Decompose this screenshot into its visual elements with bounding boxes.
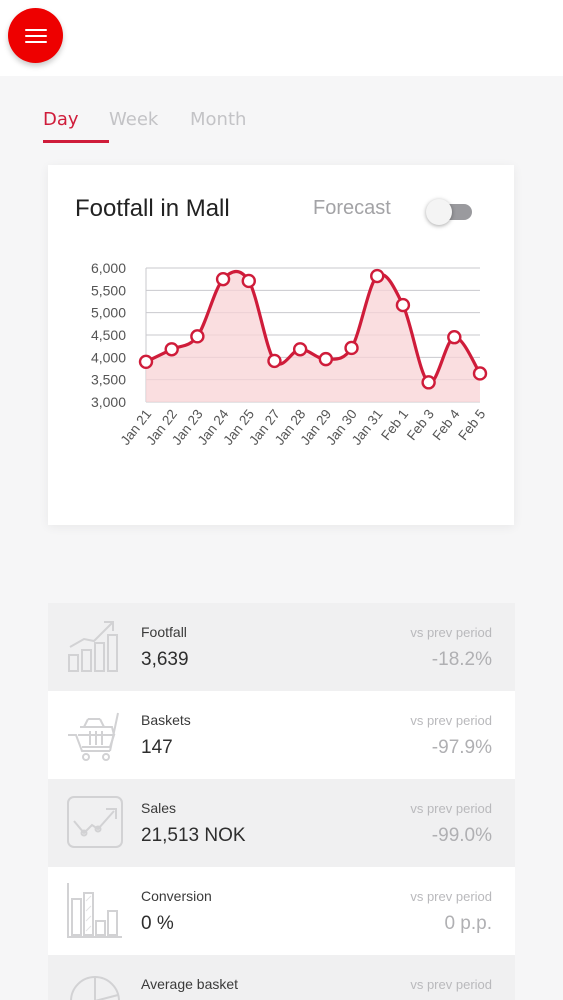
shopping-cart-icon [68,712,119,761]
metric-caption: vs prev period [410,801,492,816]
sales-trend-icon [67,796,123,848]
data-point [215,271,231,287]
metrics-list: Footfall 3,639 vs prev period -18.2% Bas… [48,603,515,1000]
metric-change: 0 p.p. [444,913,492,934]
metric-value: 3,639 [141,649,189,670]
metric-change: -18.2% [431,649,492,670]
data-point [318,351,334,367]
conversion-bars-icon [67,883,122,938]
metric-value: 21,513 NOK [141,825,246,846]
metric-caption: vs prev period [410,889,492,904]
metric-row-footfall[interactable]: Footfall 3,639 vs prev period -18.2% [48,603,515,691]
y-tick-label: 5,500 [91,282,126,298]
y-tick-label: 4,000 [91,349,126,365]
metric-caption: vs prev period [410,713,492,728]
data-point [344,340,359,356]
tab-day[interactable]: Day [43,106,109,144]
y-tick-label: 4,500 [91,327,126,343]
data-point [164,342,179,357]
metric-label: Conversion [141,888,212,904]
period-tabs: Day Week Month [43,106,270,146]
data-point [138,354,154,370]
metric-label: Baskets [141,712,191,728]
toggle-knob [426,199,452,225]
menu-button[interactable] [8,8,63,63]
x-tick-label: Feb 1 [378,407,411,443]
data-point [267,353,282,369]
metric-label: Average basket [141,976,239,992]
data-point [241,273,256,289]
x-tick-label: Feb 5 [455,407,488,443]
pie-chart-icon [70,976,120,1000]
hamburger-menu-icon [24,28,47,43]
y-tick-label: 3,500 [91,372,126,388]
metric-value: 0 % [141,913,174,934]
data-point [421,375,436,390]
top-bar [0,0,563,76]
x-tick-label: Feb 4 [430,406,463,443]
metric-row-baskets[interactable]: Baskets 147 vs prev period -97.9% [48,691,515,779]
y-tick-label: 3,000 [91,394,126,410]
tab-week[interactable]: Week [109,109,159,130]
data-point [370,268,385,284]
footfall-chart-card: Footfall in Mall Forecast 3,000 3,500 4,00… [48,165,514,525]
metric-change: -97.9% [431,737,492,758]
metric-caption: vs prev period [410,625,492,640]
forecast-toggle[interactable] [426,199,474,225]
data-point [395,297,411,313]
metric-caption: vs prev period [410,977,492,992]
metric-row-sales[interactable]: Sales 21,513 NOK vs prev period -99.0% [48,779,515,867]
data-point [190,329,205,344]
data-point [447,330,462,345]
metric-row-average-basket[interactable]: Average basket vs prev period [48,955,515,1000]
x-tick-label: Feb 3 [404,407,437,443]
metric-label: Sales [141,800,177,816]
y-tick-label: 5,000 [91,305,126,321]
metric-label: Footfall [141,624,187,640]
metric-change: -99.0% [431,825,492,846]
forecast-label: Forecast [313,197,391,219]
metric-row-conversion[interactable]: Conversion 0 % vs prev period 0 p.p. [48,867,515,955]
data-point [472,366,488,381]
metric-value: 147 [141,737,173,758]
tab-month[interactable]: Month [190,109,247,130]
footfall-growth-icon [68,621,118,672]
data-point [292,342,308,357]
y-tick-label: 6,000 [91,260,126,276]
chart-title: Footfall in Mall [75,195,230,222]
